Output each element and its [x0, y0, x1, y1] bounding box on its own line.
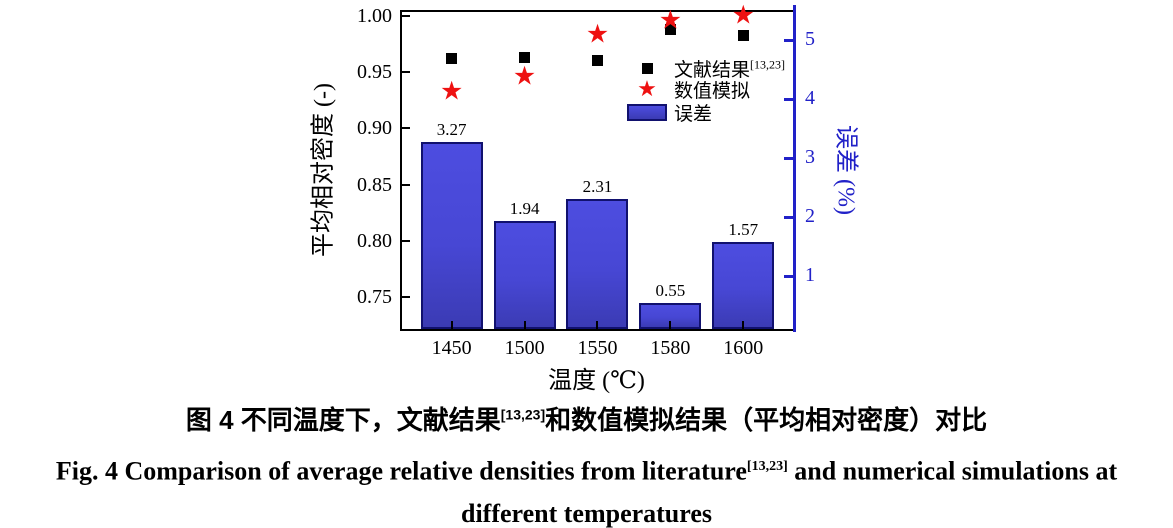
simulation-star-marker: ★	[512, 61, 537, 92]
right-axis-tick-label: 3	[805, 146, 815, 169]
x-axis-tick	[450, 321, 453, 329]
legend-simulation-label: 数值模拟	[674, 81, 751, 102]
error-bar	[566, 198, 629, 329]
left-axis-tick-label: 1.00	[357, 4, 392, 27]
left-axis-tick-label: 0.75	[357, 286, 392, 309]
error-bar	[420, 142, 483, 329]
right-axis-tick-label: 4	[805, 87, 815, 110]
error-bar-swatch-icon	[627, 103, 667, 121]
right-axis-tick-label: 5	[805, 28, 815, 51]
legend-item-literature: 文献结果[13,23]	[620, 57, 820, 81]
left-axis-tick	[402, 183, 410, 186]
right-axis-tick-label: 1	[805, 264, 815, 287]
error-bar	[712, 242, 775, 329]
literature-square-marker	[664, 23, 676, 35]
left-axis-tick-label: 0.95	[357, 60, 392, 83]
legend-item-error: 误差	[620, 100, 820, 125]
bar-value-label: 2.31	[582, 176, 613, 196]
right-axis-tick	[784, 274, 793, 278]
right-axis-spine	[793, 5, 796, 332]
literature-square-marker	[519, 51, 531, 63]
simulation-star-icon	[637, 79, 657, 101]
x-axis-tick-label: 1550	[577, 337, 618, 359]
x-axis-tick-label: 1500	[504, 337, 545, 359]
caption-chinese: 图 4 不同温度下，文献结果[13,23]和数值模拟结果（平均相对密度）对比	[185, 405, 988, 435]
simulation-star-marker: ★	[731, 0, 755, 31]
bar-value-label: 1.94	[509, 198, 540, 218]
x-axis-tick-label: 1580	[650, 337, 691, 359]
simulation-star-marker: ★	[440, 77, 464, 108]
simulation-star-marker: ★	[658, 6, 683, 37]
right-axis-tick	[784, 215, 793, 219]
bar-value-label: 1.57	[728, 220, 759, 240]
x-axis-tick	[596, 321, 599, 329]
right-axis-tick	[784, 156, 793, 160]
left-axis-tick	[402, 296, 410, 299]
error-bar	[493, 220, 556, 329]
x-axis-tick	[669, 321, 672, 329]
x-axis-tick-label: 1450	[431, 337, 472, 359]
simulation-star-marker: ★	[585, 19, 610, 50]
literature-square-marker	[591, 55, 603, 67]
left-axis-title: 平均相对密度 (-)	[310, 83, 337, 257]
legend-error-label: 误差	[674, 103, 713, 125]
left-axis-tick-label: 0.90	[357, 117, 392, 140]
right-axis-tick	[784, 38, 793, 42]
literature-square-marker	[737, 30, 749, 42]
x-axis-tick	[742, 321, 745, 329]
left-axis-tick	[402, 239, 410, 242]
literature-square-marker	[446, 52, 458, 64]
left-axis-tick	[402, 127, 410, 130]
legend-literature-label: 文献结果	[674, 60, 751, 81]
left-axis-tick	[402, 70, 410, 73]
right-axis-title: 误差 (%)	[832, 125, 859, 215]
bar-value-label: 3.27	[436, 120, 467, 140]
literature-square-icon	[641, 63, 653, 74]
bar-value-label: 0.55	[655, 280, 686, 300]
left-axis-tick	[402, 14, 410, 17]
right-axis-tick-label: 2	[805, 205, 815, 228]
x-axis-title: 温度 (℃)	[548, 368, 645, 394]
legend-literature-superscript: [13,23]	[750, 57, 786, 72]
legend-item-simulation: 数值模拟	[620, 79, 820, 102]
legend: 文献结果[13,23] 数值模拟 误差	[620, 57, 820, 125]
right-axis-tick	[784, 97, 793, 101]
left-axis-tick-label: 0.85	[357, 173, 392, 196]
left-axis-tick-label: 0.80	[357, 229, 392, 252]
x-axis-tick-label: 1600	[723, 337, 764, 359]
x-axis-tick	[523, 321, 526, 329]
caption-english: Fig. 4 Comparison of average relative de…	[55, 456, 1118, 528]
